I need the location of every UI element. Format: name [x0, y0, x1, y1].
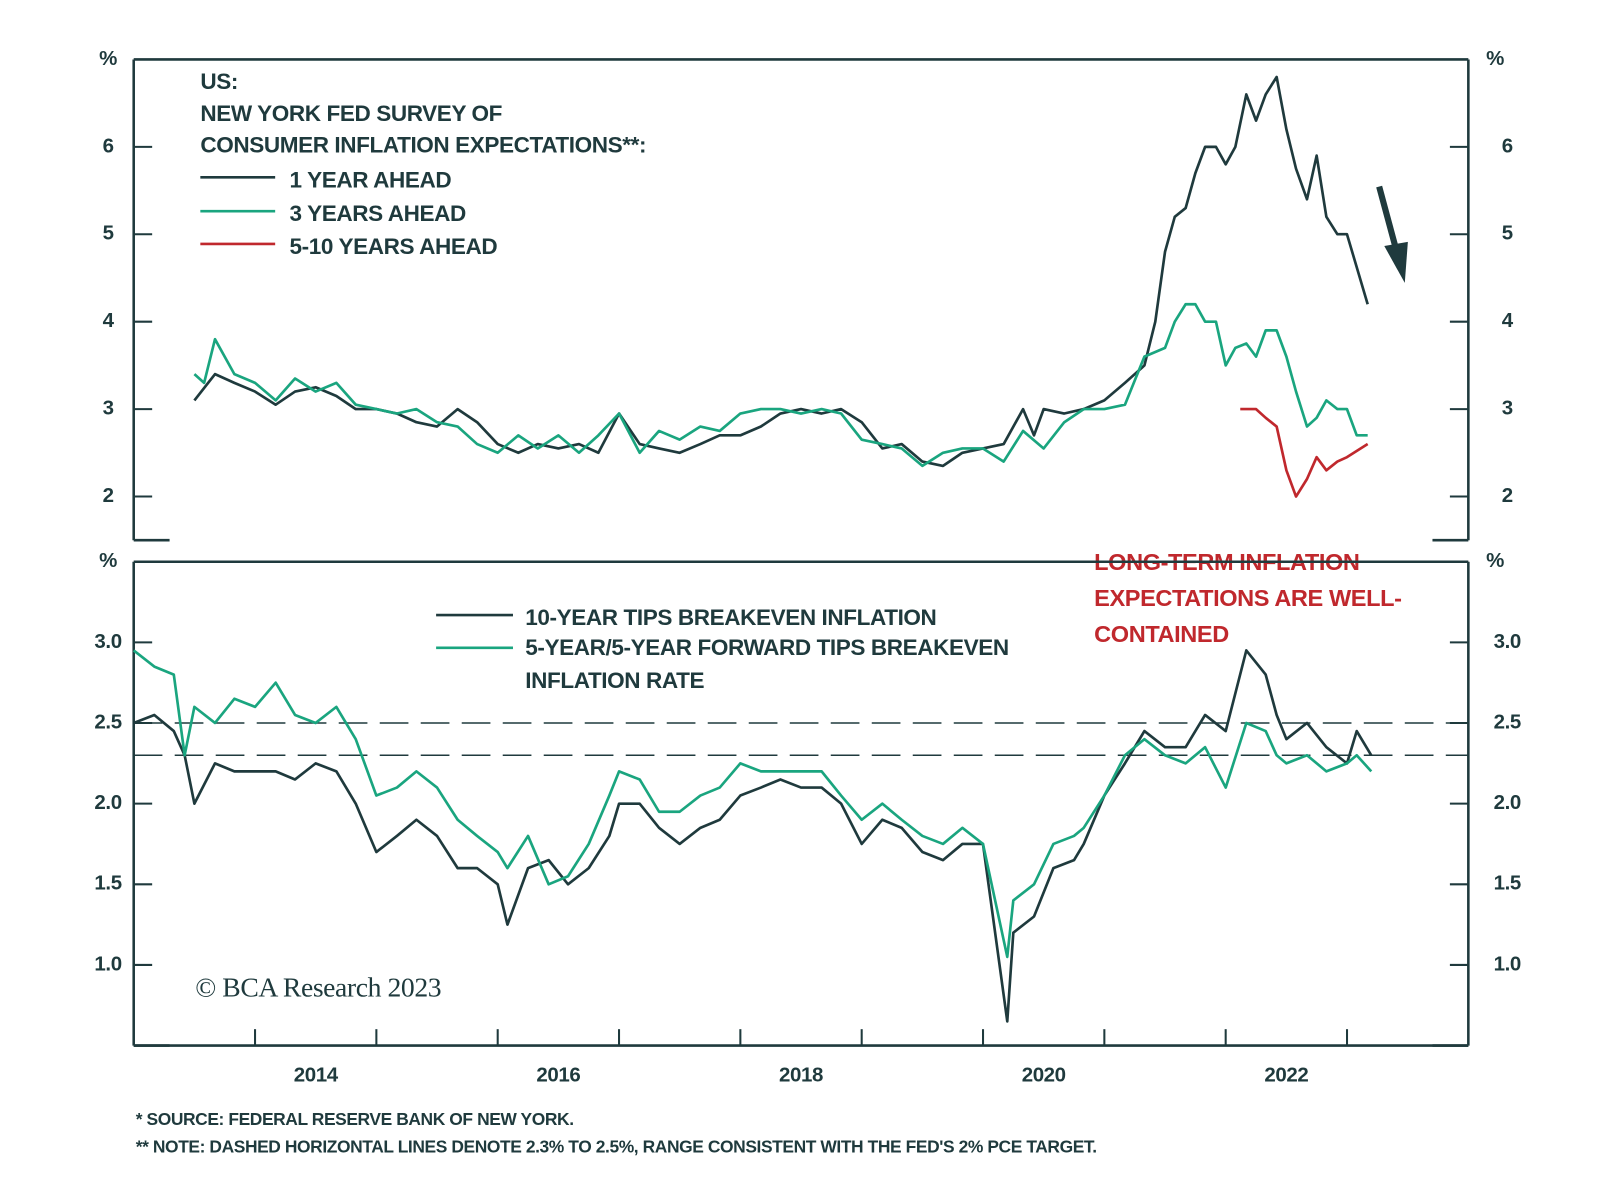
arrow-head	[1384, 241, 1408, 283]
x-tick-label: 2018	[779, 1064, 823, 1087]
annotation: EXPECTATIONS ARE WELL-	[1094, 585, 1401, 611]
footnote: ** NOTE: DASHED HORIZONTAL LINES DENOTE …	[136, 1137, 1097, 1157]
credit: © BCA Research 2023	[195, 972, 441, 1003]
y-tick-label: 2.5	[1494, 710, 1521, 733]
legend-label: 10-YEAR TIPS BREAKEVEN INFLATION	[525, 605, 936, 630]
footnote: * SOURCE: FEDERAL RESERVE BANK OF NEW YO…	[136, 1109, 574, 1129]
series-line	[132, 649, 1373, 959]
y-tick-label: 1.5	[1494, 872, 1521, 895]
chart-title: NEW YORK FED SURVEY OF	[200, 101, 502, 126]
y-tick-label: 1.5	[94, 872, 121, 895]
series-line	[1240, 407, 1369, 498]
legend-label: 3 YEARS AHEAD	[290, 201, 466, 226]
y-tick-label: 2	[1502, 484, 1513, 507]
x-tick-label: 2020	[1022, 1064, 1066, 1087]
y-tick-label: 2	[103, 484, 114, 507]
x-tick-label: 2014	[294, 1064, 339, 1087]
chart-title: US:	[200, 69, 238, 94]
legend-entry: 5-YEAR/5-YEAR FORWARD TIPS BREAKEVEN INF…	[525, 634, 1009, 693]
y-tick-label: 6	[1502, 134, 1513, 157]
y-unit: %	[1486, 549, 1504, 572]
y-tick-label: 3	[103, 397, 114, 420]
y-tick-label: 6	[103, 134, 114, 157]
y-tick-label: 3.0	[1494, 630, 1521, 653]
y-unit: %	[99, 47, 117, 70]
legend-label: 5-10 YEARS AHEAD	[290, 234, 498, 259]
series-line	[133, 649, 1373, 1023]
y-tick-label: 3	[1502, 397, 1513, 420]
x-tick-label: 2022	[1264, 1064, 1308, 1087]
y-tick-label: 3.0	[94, 630, 121, 653]
y-tick-label: 2.5	[94, 710, 121, 733]
y-tick-label: 4	[103, 309, 115, 332]
y-tick-label: 1.0	[94, 952, 121, 975]
y-tick-label: 2.0	[1494, 791, 1521, 814]
y-unit: %	[99, 549, 117, 572]
y-tick-label: 5	[103, 222, 114, 245]
y-tick-label: 1.0	[1494, 952, 1521, 975]
legend-label: 5-YEAR/5-YEAR FORWARD TIPS BREAKEVEN INF…	[525, 634, 1009, 693]
chart-title: CONSUMER INFLATION EXPECTATIONS**:	[200, 133, 646, 158]
x-tick-label: 2016	[536, 1064, 580, 1087]
legend-label: 1 YEAR AHEAD	[290, 167, 452, 192]
series-line	[193, 302, 1368, 468]
y-tick-label: 4	[1502, 309, 1514, 332]
y-unit: %	[1486, 47, 1504, 70]
y-tick-label: 5	[1502, 222, 1513, 245]
arrow	[1376, 185, 1400, 252]
y-tick-label: 2.0	[94, 791, 121, 814]
annotation: CONTAINED	[1094, 621, 1229, 647]
